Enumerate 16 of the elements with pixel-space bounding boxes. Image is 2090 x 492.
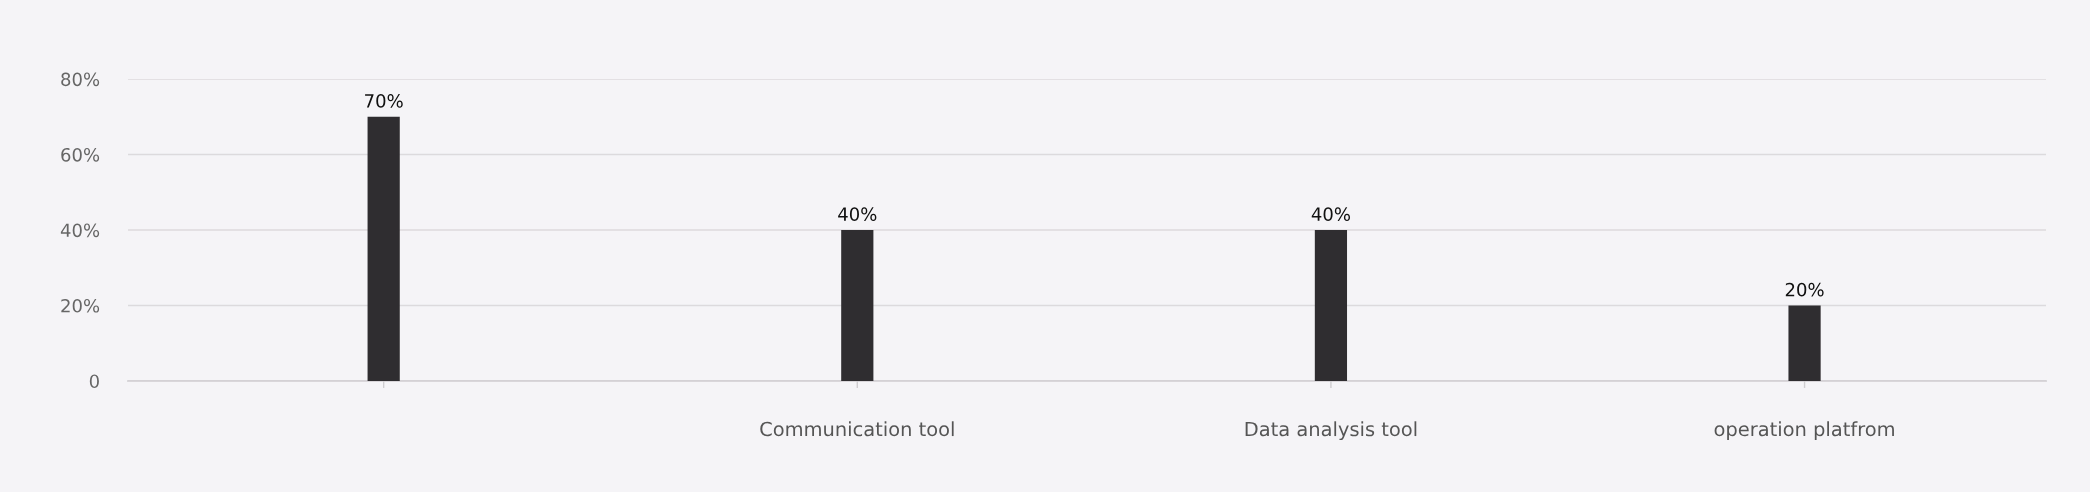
x-tick-label: Data analysis tool xyxy=(1245,421,1417,441)
data-label: 20% xyxy=(1785,282,1824,297)
y-tick-label: 20% xyxy=(61,298,100,313)
x-tick-label: Communication tool xyxy=(760,421,954,437)
y-tick-label: 80% xyxy=(61,72,100,87)
data-label: 40% xyxy=(838,207,877,221)
bar xyxy=(1314,230,1348,381)
bar xyxy=(841,230,874,381)
bar xyxy=(367,116,400,381)
y-tick-label: 60% xyxy=(61,147,100,162)
y-tick-label: 40% xyxy=(60,223,100,238)
x-tick-label: operation platfrom xyxy=(1714,421,1894,441)
y-tick-label: 0 xyxy=(89,374,99,389)
data-label: 40% xyxy=(1311,207,1350,221)
data-label: 70% xyxy=(365,94,403,108)
bar xyxy=(1788,305,1821,381)
